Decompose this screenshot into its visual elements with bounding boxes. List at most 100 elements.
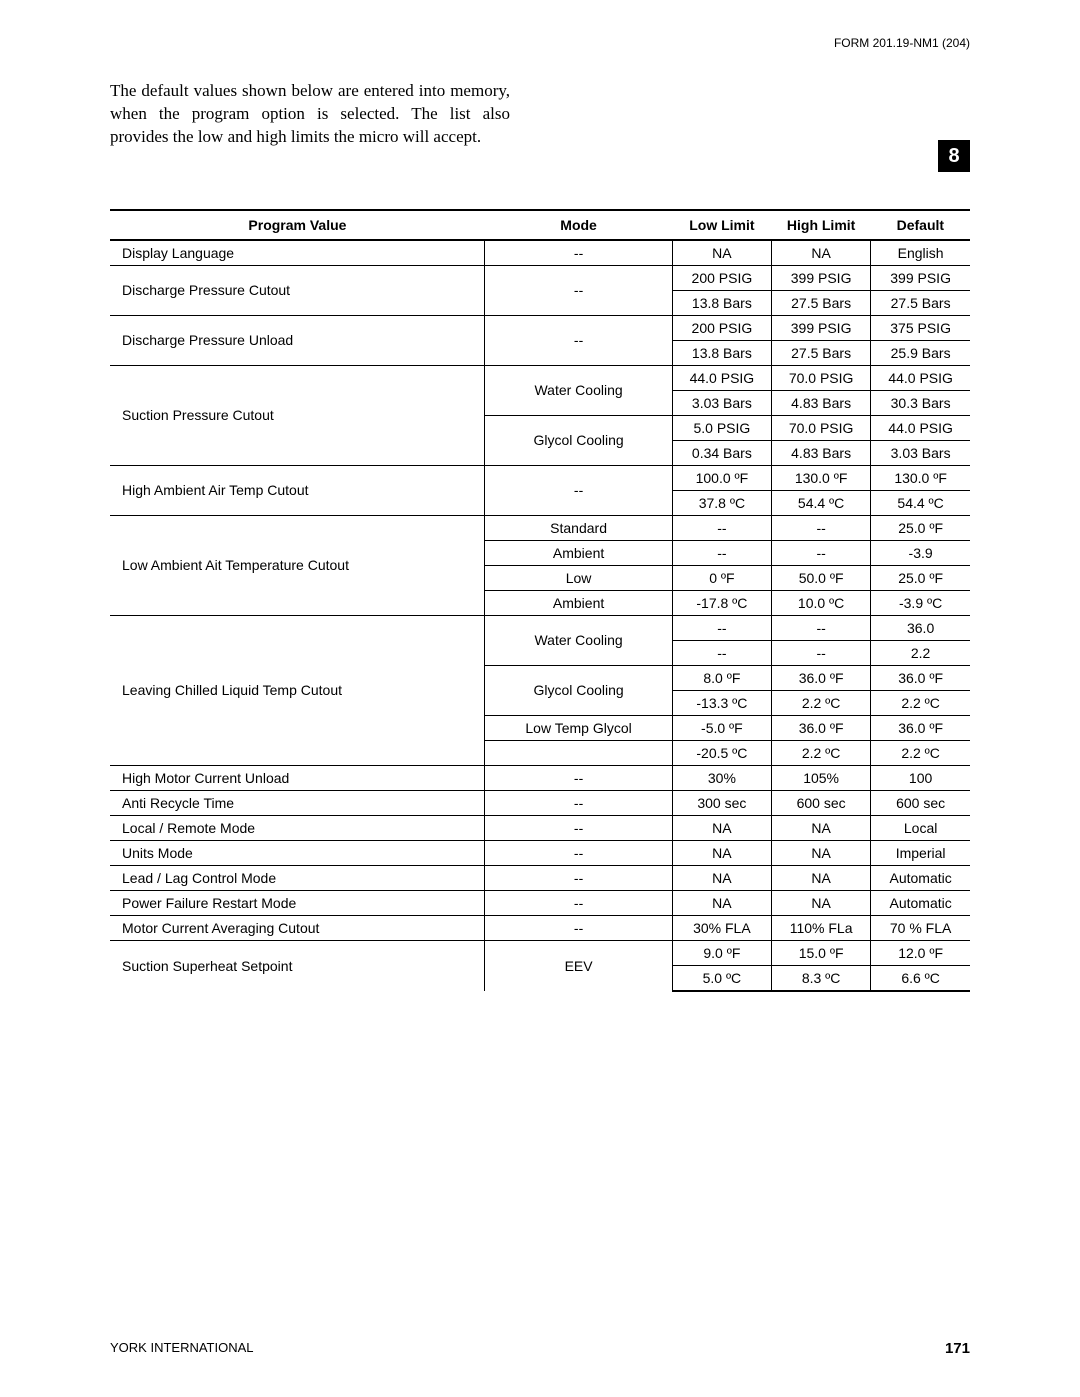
cell-high: 399 PSIG — [772, 265, 871, 290]
cell-mode: -- — [485, 765, 672, 790]
cell-low: 13.8 Bars — [672, 340, 771, 365]
cell-high: NA — [772, 890, 871, 915]
cell-def: -3.9 ºC — [871, 590, 970, 615]
defaults-table: Program Value Mode Low Limit High Limit … — [110, 209, 970, 992]
cell-low: 9.0 ºF — [672, 940, 771, 965]
cell-mode: Low — [485, 565, 672, 590]
cell-def: Local — [871, 815, 970, 840]
cell-high: 54.4 ºC — [772, 490, 871, 515]
cell-low: -- — [672, 640, 771, 665]
cell-def: 2.2 ºC — [871, 740, 970, 765]
cell-program-value: Display Language — [110, 240, 485, 266]
cell-low: 8.0 ºF — [672, 665, 771, 690]
cell-high: NA — [772, 815, 871, 840]
cell-high: 50.0 ºF — [772, 565, 871, 590]
cell-mode: -- — [485, 890, 672, 915]
footer-company: YORK INTERNATIONAL — [110, 1340, 254, 1357]
cell-high: 130.0 ºF — [772, 465, 871, 490]
cell-def: 130.0 ºF — [871, 465, 970, 490]
cell-program-value: Motor Current Averaging Cutout — [110, 915, 485, 940]
cell-high: 4.83 Bars — [772, 440, 871, 465]
cell-def: Automatic — [871, 865, 970, 890]
cell-low: 30% — [672, 765, 771, 790]
col-default: Default — [871, 210, 970, 240]
cell-mode: -- — [485, 315, 672, 365]
cell-low: NA — [672, 815, 771, 840]
cell-program-value: Lead / Lag Control Mode — [110, 865, 485, 890]
table-row: High Motor Current Unload--30%105%100 — [110, 765, 970, 790]
cell-low: 100.0 ºF — [672, 465, 771, 490]
cell-def: 12.0 ºF — [871, 940, 970, 965]
cell-def: 3.03 Bars — [871, 440, 970, 465]
cell-def: 2.2 — [871, 640, 970, 665]
cell-mode: Water Cooling — [485, 365, 672, 415]
cell-def: 36.0 — [871, 615, 970, 640]
cell-program-value: High Motor Current Unload — [110, 765, 485, 790]
cell-high: -- — [772, 640, 871, 665]
cell-program-value: Suction Superheat Setpoint — [110, 940, 485, 991]
cell-high: 4.83 Bars — [772, 390, 871, 415]
cell-low: 200 PSIG — [672, 265, 771, 290]
cell-low: 37.8 ºC — [672, 490, 771, 515]
intro-paragraph: The default values shown below are enter… — [110, 80, 510, 149]
cell-program-value: Local / Remote Mode — [110, 815, 485, 840]
cell-mode: -- — [485, 240, 672, 266]
cell-program-value: High Ambient Air Temp Cutout — [110, 465, 485, 515]
table-row: Leaving Chilled Liquid Temp CutoutWater … — [110, 615, 970, 640]
cell-low: 5.0 PSIG — [672, 415, 771, 440]
table-row: Anti Recycle Time--300 sec600 sec600 sec — [110, 790, 970, 815]
table-row: Motor Current Averaging Cutout--30% FLA1… — [110, 915, 970, 940]
table-row: Discharge Pressure Unload--200 PSIG399 P… — [110, 315, 970, 340]
cell-high: -- — [772, 615, 871, 640]
cell-low: NA — [672, 890, 771, 915]
table-header-row: Program Value Mode Low Limit High Limit … — [110, 210, 970, 240]
cell-low: NA — [672, 840, 771, 865]
table-row: Low Ambient Ait Temperature CutoutStanda… — [110, 515, 970, 540]
cell-mode: Water Cooling — [485, 615, 672, 665]
cell-low: 5.0 ºC — [672, 965, 771, 991]
cell-def: 27.5 Bars — [871, 290, 970, 315]
cell-def: 25.0 ºF — [871, 565, 970, 590]
cell-low: NA — [672, 865, 771, 890]
cell-def: 2.2 ºC — [871, 690, 970, 715]
cell-high: 36.0 ºF — [772, 715, 871, 740]
cell-low: 44.0 PSIG — [672, 365, 771, 390]
cell-low: NA — [672, 240, 771, 266]
cell-mode: Glycol Cooling — [485, 415, 672, 465]
cell-def: 44.0 PSIG — [871, 365, 970, 390]
cell-low: -20.5 ºC — [672, 740, 771, 765]
cell-high: 110% FLa — [772, 915, 871, 940]
table-row: Units Mode--NANAImperial — [110, 840, 970, 865]
cell-high: 399 PSIG — [772, 315, 871, 340]
footer-page-number: 171 — [945, 1340, 970, 1357]
cell-low: -13.3 ºC — [672, 690, 771, 715]
cell-def: Automatic — [871, 890, 970, 915]
cell-def: 70 % FLA — [871, 915, 970, 940]
cell-high: 10.0 ºC — [772, 590, 871, 615]
cell-high: 8.3 ºC — [772, 965, 871, 991]
cell-low: 30% FLA — [672, 915, 771, 940]
cell-program-value: Anti Recycle Time — [110, 790, 485, 815]
cell-high: NA — [772, 840, 871, 865]
table-row: Local / Remote Mode--NANALocal — [110, 815, 970, 840]
cell-high: 27.5 Bars — [772, 290, 871, 315]
cell-high: -- — [772, 540, 871, 565]
cell-mode: -- — [485, 790, 672, 815]
cell-low: -- — [672, 540, 771, 565]
cell-def: 600 sec — [871, 790, 970, 815]
cell-high: 70.0 PSIG — [772, 365, 871, 390]
cell-def: 25.0 ºF — [871, 515, 970, 540]
cell-def: 6.6 ºC — [871, 965, 970, 991]
cell-low: 13.8 Bars — [672, 290, 771, 315]
cell-low: 300 sec — [672, 790, 771, 815]
table-row: Suction Superheat SetpointEEV9.0 ºF15.0 … — [110, 940, 970, 965]
cell-def: 25.9 Bars — [871, 340, 970, 365]
cell-high: 2.2 ºC — [772, 690, 871, 715]
cell-mode: -- — [485, 865, 672, 890]
cell-def: 375 PSIG — [871, 315, 970, 340]
table-row: Lead / Lag Control Mode--NANAAutomatic — [110, 865, 970, 890]
cell-program-value: Power Failure Restart Mode — [110, 890, 485, 915]
cell-mode: -- — [485, 465, 672, 515]
cell-mode: -- — [485, 915, 672, 940]
table-row: Power Failure Restart Mode--NANAAutomati… — [110, 890, 970, 915]
